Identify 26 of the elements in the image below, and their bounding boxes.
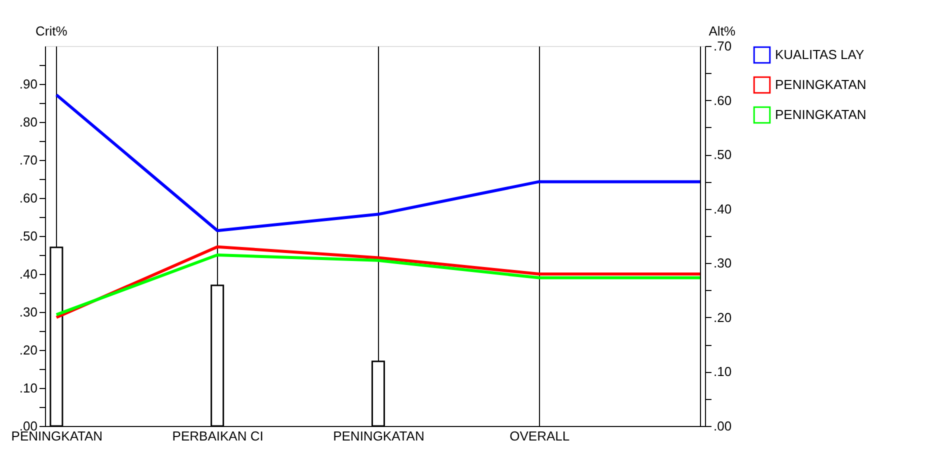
y2-tick-label: .60 [714, 92, 732, 108]
y-tick-label: .20 [19, 342, 38, 358]
y-tick-label: .70 [19, 152, 38, 168]
y-tick-label: .90 [19, 76, 38, 92]
y2-tick-label: .40 [714, 201, 732, 216]
x-tick-label: PENINGKATAN [333, 428, 424, 444]
y-axis-title: Crit% [36, 24, 68, 38]
y2-tick-label: .20 [714, 310, 732, 325]
y2-tick-label: .10 [714, 364, 732, 380]
y2-tick-label: .70 [714, 38, 732, 54]
y-tick-label: .50 [19, 228, 38, 244]
legend-label: PENINGKATAN [775, 77, 866, 92]
x-tick-label: PERBAIKAN CI [172, 428, 264, 444]
legend-label: KUALITAS LAY [775, 47, 864, 62]
y2-tick-label: .50 [714, 147, 732, 162]
y-tick-label: .40 [19, 266, 38, 282]
line-series [54, 93, 702, 232]
x-tick-label: OVERALL [510, 428, 570, 444]
y2-axis-title: Alt% [708, 24, 736, 38]
y-tick-label: .80 [19, 114, 38, 130]
y-tick-label: .30 [19, 304, 38, 320]
y2-tick-label: .30 [714, 256, 732, 271]
y-tick-label: .10 [19, 380, 38, 396]
legend-label: PENINGKATAN [775, 107, 866, 122]
y2-tick-label: .00 [714, 418, 732, 434]
y-tick-label: .60 [19, 190, 38, 206]
